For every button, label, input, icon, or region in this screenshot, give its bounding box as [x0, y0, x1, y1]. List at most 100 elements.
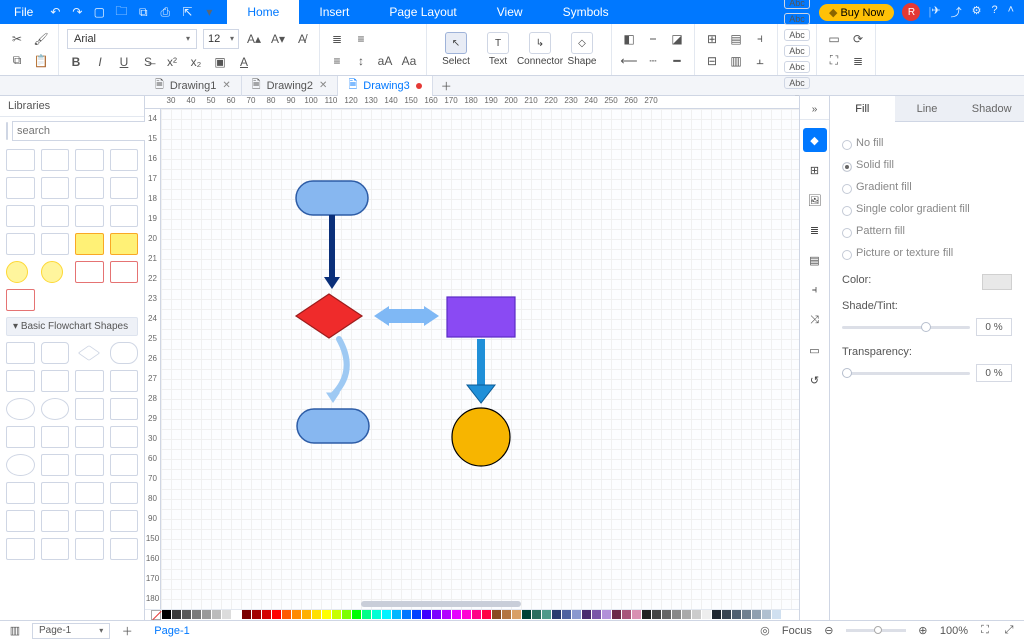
tab-symbols[interactable]: Symbols: [543, 0, 629, 24]
close-tab-icon[interactable]: ✕: [222, 80, 230, 91]
color-swatch[interactable]: [452, 610, 461, 619]
color-swatch[interactable]: [182, 610, 191, 619]
shape-thumb[interactable]: [75, 205, 104, 227]
color-swatch[interactable]: [722, 610, 731, 619]
shape-thumb[interactable]: [75, 261, 104, 283]
bring-forward-icon[interactable]: ▤: [727, 30, 745, 48]
color-swatch[interactable]: [202, 610, 211, 619]
cut-icon[interactable]: ✂: [8, 30, 26, 48]
layers-icon[interactable]: ≣: [803, 218, 827, 242]
shape-thumb[interactable]: [41, 510, 70, 532]
color-swatch[interactable]: [682, 610, 691, 619]
color-swatch[interactable]: [522, 610, 531, 619]
color-swatch[interactable]: [692, 610, 701, 619]
color-swatch[interactable]: [542, 610, 551, 619]
fill-option-none[interactable]: No fill: [842, 132, 1012, 154]
tab-insert[interactable]: Insert: [299, 0, 369, 24]
shape-tool[interactable]: ◇Shape: [561, 30, 603, 69]
theme-2[interactable]: Abc: [784, 13, 810, 25]
page-selector[interactable]: Page-1▾: [32, 623, 110, 639]
font-color-icon[interactable]: A: [235, 53, 253, 71]
zoom-in-icon[interactable]: ⊕: [916, 624, 930, 638]
layers-icon[interactable]: ≣: [849, 52, 867, 70]
shape-thumb[interactable]: [110, 261, 139, 283]
color-swatch[interactable]: [752, 610, 761, 619]
library-search-input[interactable]: [12, 121, 164, 141]
shape-thumb[interactable]: [110, 342, 139, 364]
text-tool[interactable]: TText: [477, 30, 519, 69]
color-swatch[interactable]: [582, 610, 591, 619]
tab-view[interactable]: View: [477, 0, 543, 24]
color-swatch[interactable]: [362, 610, 371, 619]
line-style-icon[interactable]: ⎯: [644, 30, 662, 48]
color-swatch[interactable]: [292, 610, 301, 619]
superscript-icon[interactable]: x²: [163, 53, 181, 71]
shade-value[interactable]: 0 %: [976, 318, 1012, 336]
shape-thumb[interactable]: [6, 426, 35, 448]
fill-icon[interactable]: ◧: [620, 30, 638, 48]
theme-5[interactable]: Abc: [784, 61, 810, 73]
color-swatch[interactable]: [212, 610, 221, 619]
shape-thumb[interactable]: [6, 398, 35, 420]
presentation-icon[interactable]: ▭: [803, 338, 827, 362]
increase-font-icon[interactable]: A▴: [245, 30, 263, 48]
shape-thumb[interactable]: [78, 345, 101, 361]
color-swatch[interactable]: [242, 610, 251, 619]
shape-thumb[interactable]: [6, 510, 35, 532]
file-menu[interactable]: File: [0, 5, 47, 19]
settings-icon[interactable]: ⚙: [972, 4, 982, 20]
page-size-icon[interactable]: ▭: [825, 30, 843, 48]
help-icon[interactable]: ?: [991, 4, 997, 20]
color-swatch[interactable]: [772, 610, 781, 619]
new-tab-button[interactable]: ＋: [433, 78, 460, 94]
align-obj-icon[interactable]: ⫞: [751, 30, 769, 48]
shape-thumb[interactable]: [41, 370, 70, 392]
shape-thumb[interactable]: [6, 205, 35, 227]
color-swatch[interactable]: [592, 610, 601, 619]
send-icon[interactable]: ✈: [931, 4, 940, 20]
history-icon[interactable]: ↺: [803, 368, 827, 392]
color-swatch[interactable]: [402, 610, 411, 619]
color-swatch[interactable]: [312, 610, 321, 619]
drawing-canvas[interactable]: [161, 109, 799, 609]
color-swatch[interactable]: [762, 610, 771, 619]
share-icon[interactable]: ⤴: [951, 4, 962, 20]
color-swatch[interactable]: [422, 610, 431, 619]
fit-icon[interactable]: ⛶: [825, 52, 843, 70]
no-color-swatch[interactable]: [151, 610, 161, 620]
shape-thumb[interactable]: [75, 482, 104, 504]
strike-icon[interactable]: S̶: [139, 53, 157, 71]
shape-thumb[interactable]: [6, 149, 35, 171]
grid-icon[interactable]: ⊞: [803, 158, 827, 182]
shape-thumb[interactable]: [110, 398, 139, 420]
shape-thumb[interactable]: [110, 370, 139, 392]
tab-page-layout[interactable]: Page Layout: [369, 0, 476, 24]
color-swatch[interactable]: [602, 610, 611, 619]
color-swatch[interactable]: [732, 610, 741, 619]
shape-thumb[interactable]: [75, 177, 104, 199]
color-swatch[interactable]: [502, 610, 511, 619]
collapse-ribbon-icon[interactable]: ˄: [1008, 4, 1014, 20]
line-weight-icon[interactable]: ━: [668, 52, 686, 70]
copy-icon[interactable]: ⧉: [135, 4, 151, 20]
fit-page-icon[interactable]: ⛶: [978, 624, 992, 638]
transparency-slider[interactable]: [842, 372, 970, 375]
format-painter-icon[interactable]: 🖌: [32, 30, 50, 48]
color-swatch[interactable]: [192, 610, 201, 619]
shape-thumb[interactable]: [75, 454, 104, 476]
color-swatch[interactable]: [472, 610, 481, 619]
connector-tool[interactable]: ↳Connector: [519, 30, 561, 69]
font-size-select[interactable]: 12▾: [203, 29, 239, 49]
shadow-tab[interactable]: Shadow: [959, 96, 1024, 122]
shape-thumb[interactable]: [41, 177, 70, 199]
shape-thumb[interactable]: [110, 233, 139, 255]
shape-thumb[interactable]: [75, 398, 104, 420]
shape-thumb[interactable]: [6, 370, 35, 392]
color-swatch[interactable]: [412, 610, 421, 619]
color-swatch[interactable]: [232, 610, 241, 619]
color-swatch[interactable]: [262, 610, 271, 619]
decrease-font-icon[interactable]: A▾: [269, 30, 287, 48]
add-page-icon[interactable]: ＋: [120, 624, 134, 638]
subscript-icon[interactable]: x₂: [187, 53, 205, 71]
bullets-icon[interactable]: ≣: [328, 30, 346, 48]
